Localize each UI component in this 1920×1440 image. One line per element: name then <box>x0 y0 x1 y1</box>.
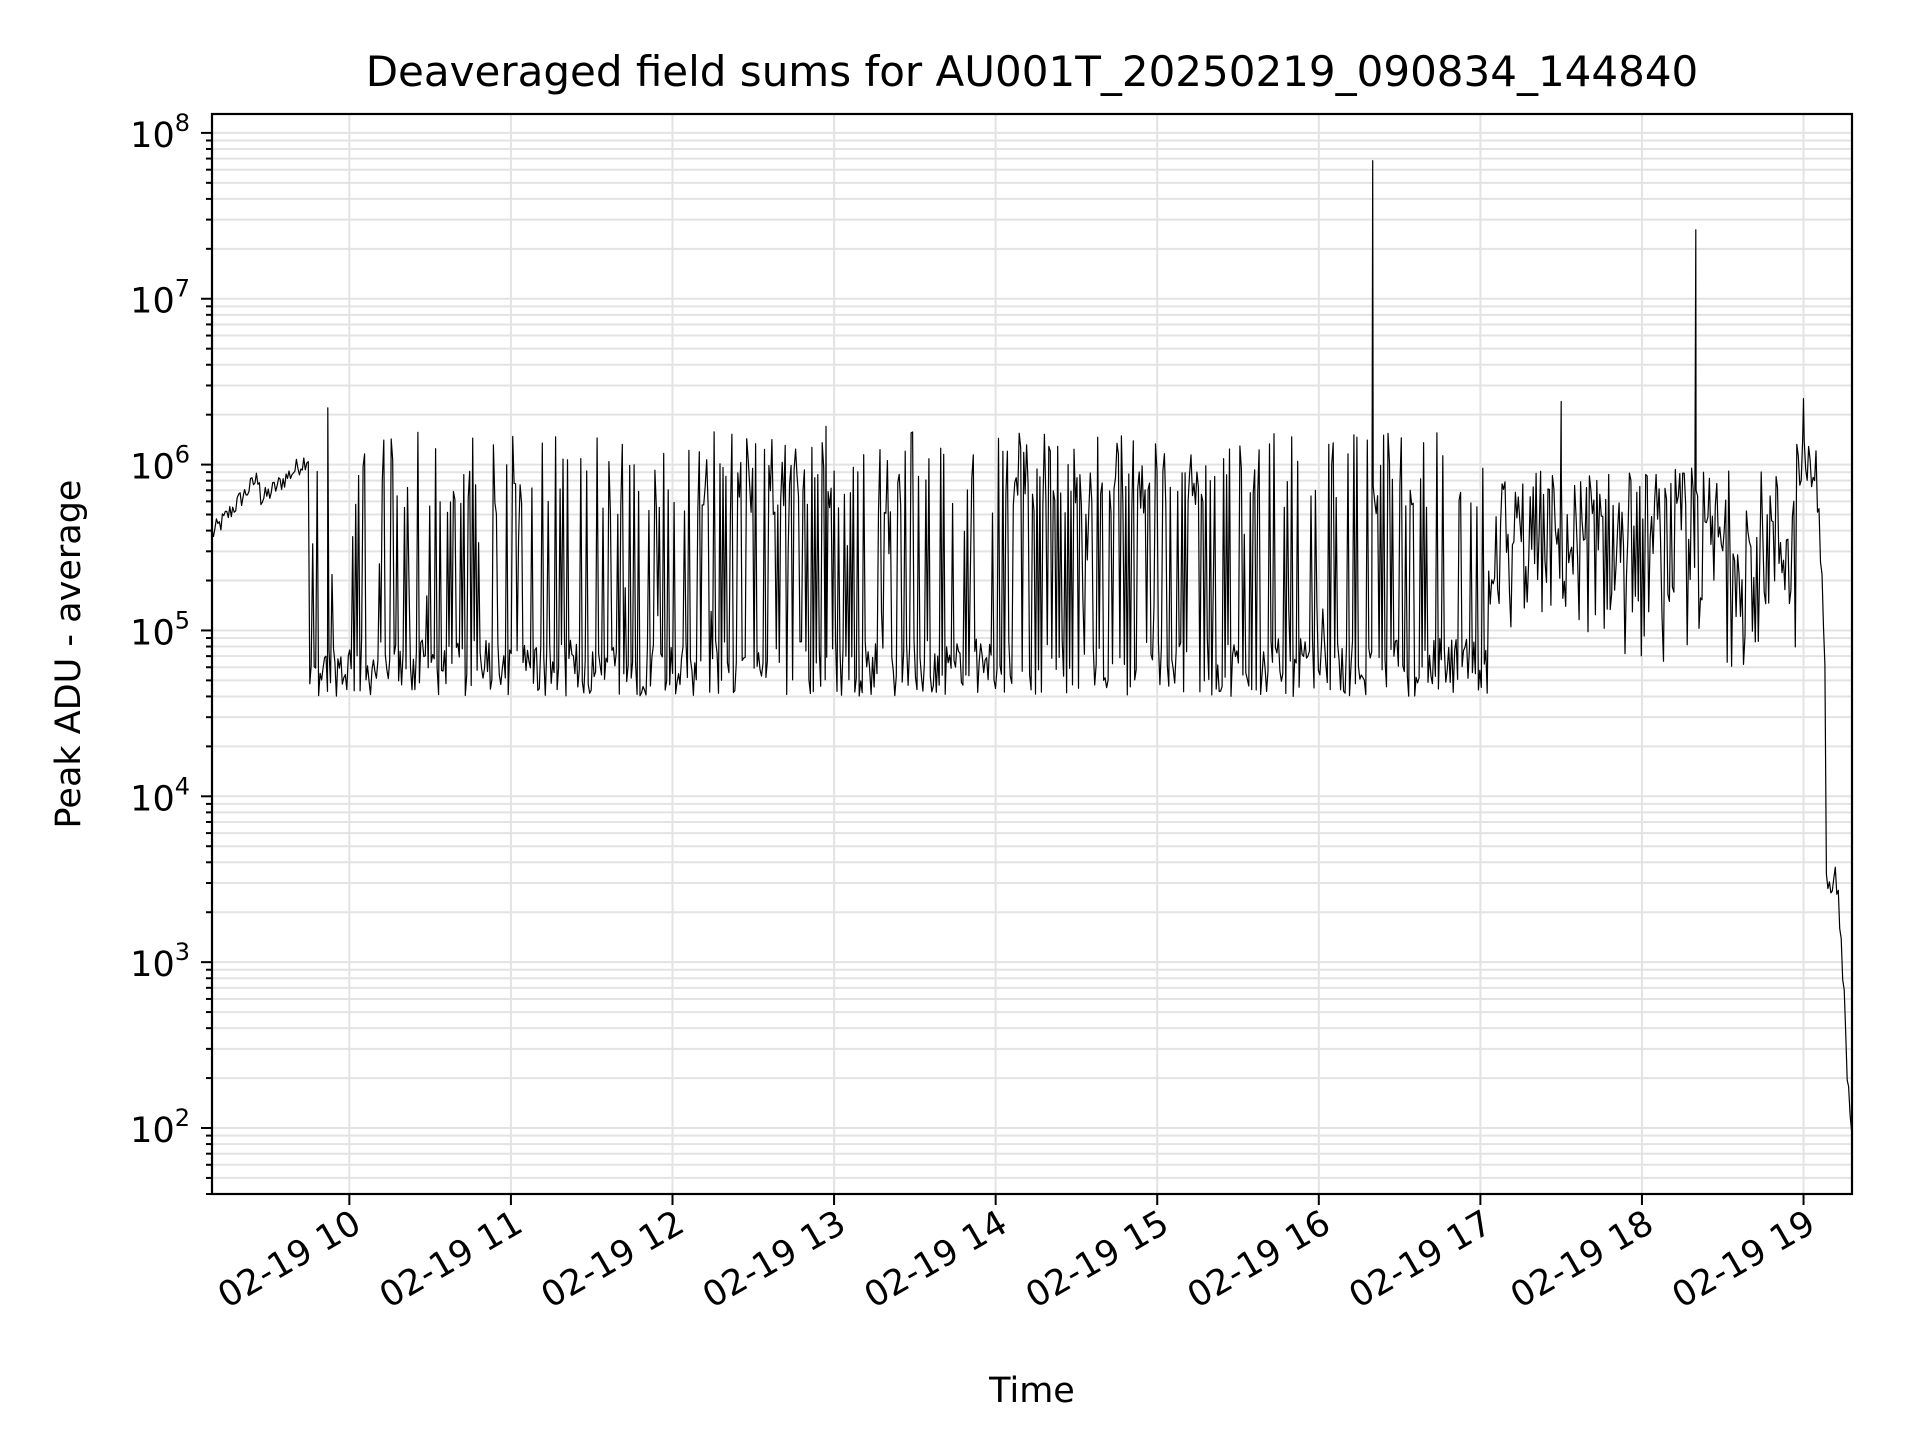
x-tick-label: 02-19 17 <box>1343 1203 1499 1316</box>
y-axis-label: Peak ADU - average <box>49 480 89 829</box>
y-tick-label: 108 <box>130 109 190 156</box>
y-tick-label: 106 <box>130 441 190 488</box>
x-tick-label: 02-19 19 <box>1666 1203 1822 1316</box>
x-tick-label: 02-19 18 <box>1504 1203 1660 1316</box>
y-tick-label: 103 <box>130 938 190 985</box>
x-tick-label: 02-19 13 <box>696 1203 852 1316</box>
x-axis-label: Time <box>988 1371 1075 1411</box>
series-line <box>211 160 1853 1132</box>
x-tick-label: 02-19 12 <box>535 1203 691 1316</box>
plot-frame <box>210 112 1854 1196</box>
grid-layer <box>212 114 1852 1195</box>
x-tick-label: 02-19 11 <box>373 1203 529 1316</box>
y-tick-label: 102 <box>130 1104 190 1151</box>
x-tick-label: 02-19 16 <box>1181 1203 1337 1316</box>
x-tick-label: 02-19 10 <box>212 1203 368 1316</box>
x-tick-label: 02-19 14 <box>858 1203 1014 1316</box>
chart-title: Deaveraged field sums for AU001T_2025021… <box>366 47 1699 96</box>
y-tick-label: 107 <box>130 275 190 322</box>
y-tick-label: 104 <box>130 772 190 819</box>
y-tick-label: 105 <box>130 606 190 653</box>
data-layer <box>211 160 1853 1132</box>
x-tick-label: 02-19 15 <box>1019 1203 1175 1316</box>
